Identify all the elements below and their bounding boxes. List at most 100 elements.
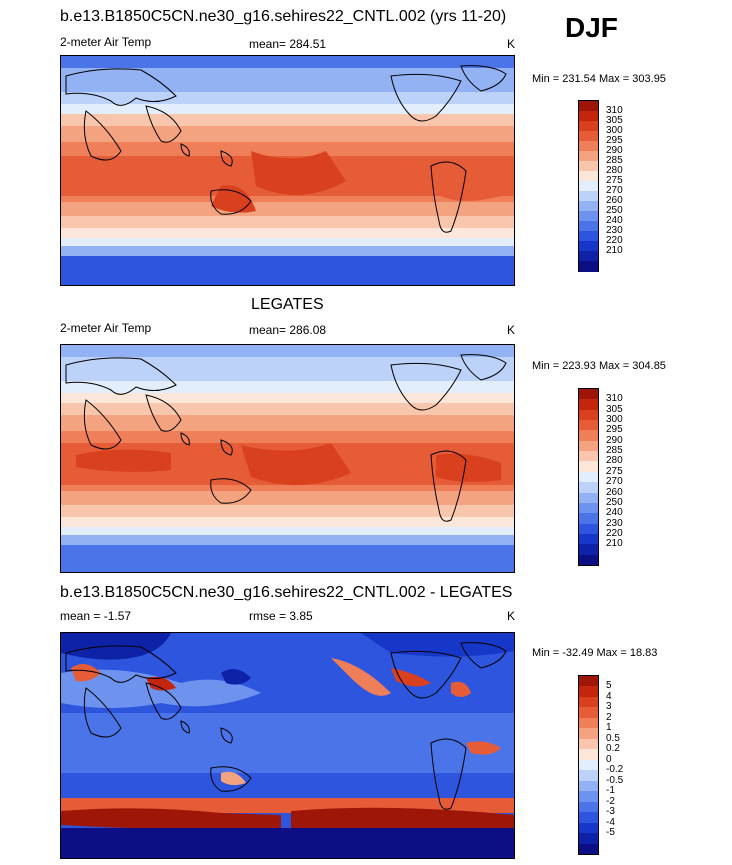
colorbar-tick-label: -0.5 — [606, 774, 624, 786]
colorbar-cell — [579, 191, 598, 202]
colorbar-cell — [579, 502, 598, 514]
colorbar-cell — [579, 211, 598, 222]
colorbar-cell — [579, 749, 598, 761]
colorbar-tick-label: 260 — [606, 195, 623, 206]
colorbar-cell — [579, 833, 598, 845]
panel3-map-svg — [61, 633, 514, 858]
colorbar-cell — [579, 399, 598, 411]
colorbar-cell — [579, 461, 598, 473]
panel3-colorbar — [578, 675, 599, 855]
colorbar-cell — [579, 131, 598, 142]
colorbar-cell — [579, 171, 598, 182]
panel2-minmax: Min = 223.93 Max = 304.85 — [532, 360, 666, 372]
colorbar-tick-label: 210 — [606, 538, 623, 550]
colorbar-tick-label: -3 — [606, 806, 615, 818]
colorbar-tick-label: 240 — [606, 215, 623, 226]
colorbar-tick-label: 300 — [606, 414, 623, 426]
colorbar-cell — [579, 780, 598, 792]
colorbar-tick-label: 275 — [606, 465, 623, 477]
colorbar-cell — [579, 221, 598, 232]
panel3-title: b.e13.B1850C5CN.ne30_g16.sehires22_CNTL.… — [60, 584, 513, 601]
colorbar-tick-label: 230 — [606, 517, 623, 529]
colorbar-tick-label: 285 — [606, 155, 623, 166]
colorbar-tick-label: 280 — [606, 455, 623, 467]
colorbar-cell — [579, 389, 598, 400]
colorbar-tick-label: 210 — [606, 245, 623, 256]
colorbar-tick-label: 275 — [606, 175, 623, 186]
panel1-mean-label: mean= 284.51 — [249, 37, 327, 51]
panel3-map — [60, 632, 515, 859]
colorbar-tick-label: 1 — [606, 722, 612, 734]
colorbar-tick-label: 0.5 — [606, 732, 620, 744]
colorbar-cell — [579, 523, 598, 535]
colorbar-cell — [579, 151, 598, 162]
colorbar-cell — [579, 409, 598, 421]
colorbar-cell — [579, 471, 598, 483]
colorbar-cell — [579, 843, 598, 855]
colorbar-tick-label: 270 — [606, 476, 623, 488]
colorbar-tick-label: 220 — [606, 527, 623, 539]
colorbar-tick-label: -2 — [606, 795, 615, 807]
colorbar-cell — [579, 801, 598, 813]
colorbar-tick-label: -4 — [606, 816, 615, 828]
colorbar-tick-label: 2 — [606, 711, 612, 723]
panel2-units-label: K — [507, 323, 516, 337]
colorbar-cell — [579, 121, 598, 132]
colorbar-cell — [579, 482, 598, 494]
panel3-mean-label: mean = -1.57 — [60, 609, 132, 623]
panel1-colorbar — [578, 100, 599, 272]
colorbar-tick-label: 250 — [606, 205, 623, 216]
panel1-map-svg — [61, 56, 514, 285]
colorbar-tick-label: 305 — [606, 403, 623, 415]
colorbar-cell — [579, 440, 598, 452]
colorbar-cell — [579, 544, 598, 556]
colorbar-tick-label: 0 — [606, 753, 612, 765]
colorbar-cell — [579, 533, 598, 545]
panel2-variable-label: 2-meter Air Temp — [60, 321, 152, 335]
colorbar-tick-label: 240 — [606, 507, 623, 519]
colorbar-cell — [579, 554, 598, 566]
colorbar-tick-label: 5 — [606, 680, 612, 692]
colorbar-cell — [579, 241, 598, 252]
panel2-map-svg — [61, 345, 514, 572]
colorbar-tick-label: 270 — [606, 185, 623, 196]
colorbar-cell — [579, 231, 598, 242]
colorbar-cell — [579, 451, 598, 462]
colorbar-cell — [579, 676, 598, 687]
colorbar-cell — [579, 111, 598, 122]
colorbar-cell — [579, 101, 598, 112]
colorbar-cell — [579, 161, 598, 172]
colorbar-tick-label: 220 — [606, 235, 623, 246]
panel1-map — [60, 55, 515, 286]
colorbar-tick-label: 300 — [606, 125, 623, 136]
colorbar-cell — [579, 822, 598, 834]
colorbar-cell — [579, 696, 598, 708]
colorbar-cell — [579, 181, 598, 192]
colorbar-tick-label: 310 — [606, 105, 623, 116]
colorbar-cell — [579, 770, 598, 782]
colorbar-cell — [579, 707, 598, 719]
colorbar-cell — [579, 141, 598, 152]
colorbar-cell — [579, 728, 598, 740]
panel3-rmse-label: rmse = 3.85 — [249, 609, 313, 623]
colorbar-tick-label: 295 — [606, 424, 623, 436]
colorbar-tick-label: 260 — [606, 486, 623, 498]
colorbar-tick-label: 250 — [606, 496, 623, 508]
colorbar-tick-label: -5 — [606, 827, 615, 839]
colorbar-cell — [579, 812, 598, 824]
colorbar-cell — [579, 430, 598, 442]
colorbar-cell — [579, 686, 598, 698]
colorbar-cell — [579, 738, 598, 750]
panel3-minmax: Min = -32.49 Max = 18.83 — [532, 647, 658, 659]
colorbar-tick-label: 3 — [606, 701, 612, 713]
colorbar-tick-label: 290 — [606, 145, 623, 156]
colorbar-tick-label: -1 — [606, 785, 615, 797]
panel1-minmax: Min = 231.54 Max = 303.95 — [532, 73, 666, 85]
panel1-title: b.e13.B1850C5CN.ne30_g16.sehires22_CNTL.… — [60, 8, 507, 25]
colorbar-tick-label: 305 — [606, 115, 623, 126]
panel1-variable-label: 2-meter Air Temp — [60, 35, 152, 49]
panel2-mean-label: mean= 286.08 — [249, 323, 327, 337]
colorbar-cell — [579, 492, 598, 504]
colorbar-cell — [579, 513, 598, 525]
colorbar-cell — [579, 759, 598, 771]
